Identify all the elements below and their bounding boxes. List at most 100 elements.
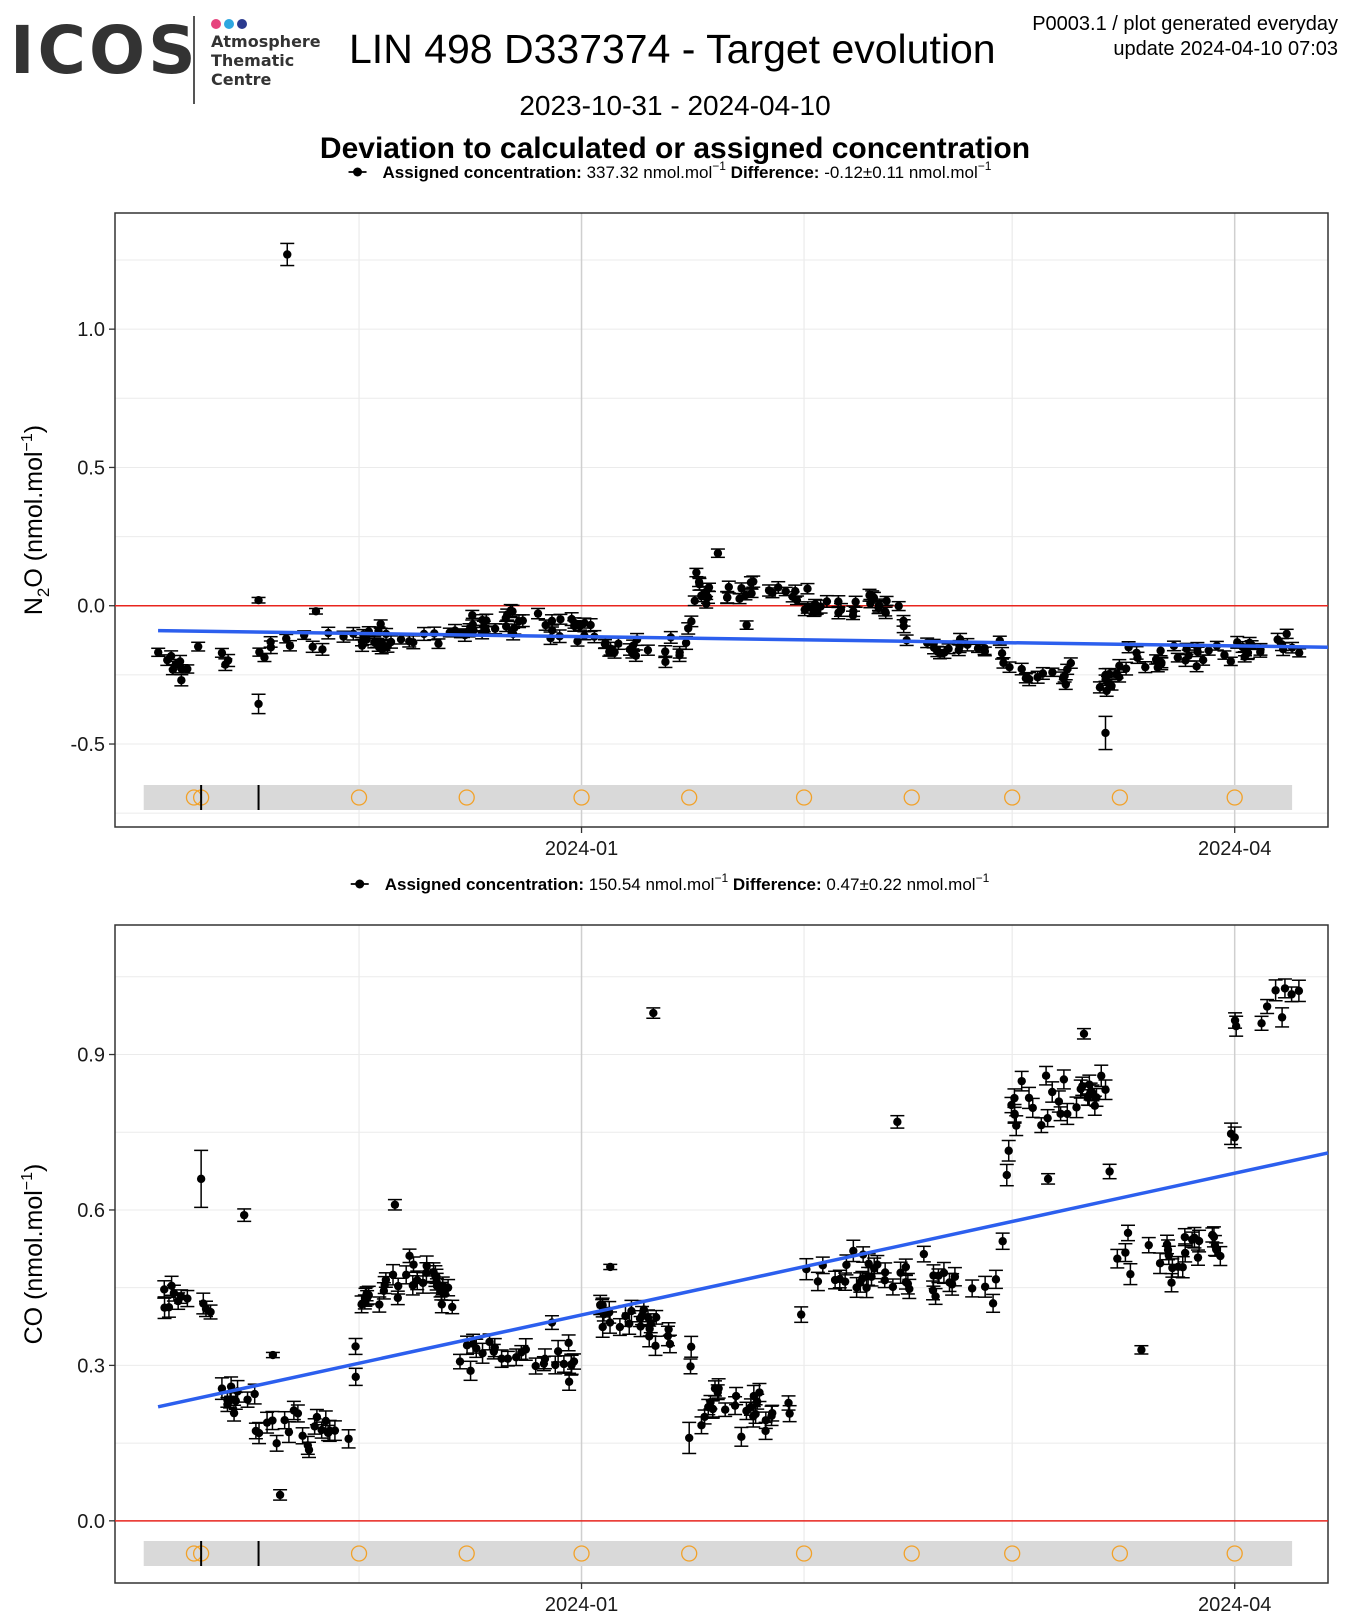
legend-text: Assigned concentration: 150.54 nmol.mol−… (385, 871, 990, 894)
data-point (381, 1275, 391, 1285)
data-point (226, 1382, 236, 1391)
data-point (1273, 635, 1282, 644)
data-point (551, 1360, 560, 1370)
data-point (1105, 1167, 1114, 1176)
data-point (1193, 1253, 1203, 1262)
data-point (1079, 1029, 1089, 1039)
trend-line (157, 1151, 1329, 1409)
data-point (954, 645, 963, 655)
data-point (482, 616, 491, 625)
data-point (434, 639, 443, 648)
event-circle (350, 789, 368, 806)
data-point (396, 635, 406, 644)
data-point (405, 637, 414, 646)
data-point (768, 1408, 777, 1418)
data-point (1121, 1248, 1130, 1257)
data-point (376, 619, 385, 629)
data-point (1212, 1245, 1221, 1254)
data-point (1017, 664, 1026, 674)
panel-border (114, 212, 1329, 828)
data-point (685, 1433, 694, 1443)
data-point (1033, 673, 1042, 682)
data-point (1155, 1259, 1165, 1268)
data-point (686, 1342, 696, 1351)
data-point (1204, 646, 1213, 655)
data-point (636, 1322, 645, 1331)
data-point (1168, 1263, 1177, 1273)
data-point (663, 1331, 673, 1341)
data-point (217, 1384, 227, 1393)
data-point (835, 1274, 845, 1284)
y-axis-title: N2O (nmol.mol−1) (19, 425, 53, 615)
data-point (749, 1391, 759, 1401)
data-point (437, 1300, 447, 1309)
data-point (1178, 1263, 1187, 1272)
data-point (361, 1293, 370, 1302)
event-circle (681, 1545, 698, 1562)
data-point (1282, 629, 1291, 639)
data-point (311, 607, 321, 616)
data-point (681, 638, 691, 648)
plot-reference: P0003.1 / plot generated everyday update… (1032, 12, 1338, 62)
data-point (351, 1372, 360, 1382)
data-point (375, 1300, 384, 1309)
data-point (822, 597, 832, 606)
data-point (768, 588, 777, 598)
data-point (737, 1432, 746, 1442)
data-point (803, 603, 812, 612)
data-point (652, 1313, 661, 1322)
data-point (390, 1200, 400, 1209)
page-title: LIN 498 D337374 - Target evolution (349, 26, 996, 72)
data-point (298, 1431, 307, 1440)
data-point (862, 1283, 871, 1292)
data-point (1167, 1278, 1176, 1287)
data-point (724, 582, 734, 592)
data-point (260, 653, 269, 662)
data-point (720, 1405, 730, 1414)
data-point (250, 1389, 259, 1399)
y-tick-label: -0.5 (71, 734, 105, 756)
data-point (866, 599, 875, 608)
data-point (988, 1299, 998, 1308)
data-point (1115, 661, 1124, 671)
data-point (1085, 1080, 1094, 1089)
data-point (564, 1377, 574, 1386)
data-point (176, 1292, 186, 1301)
logo-dot-icon (211, 19, 221, 29)
data-point (303, 1441, 313, 1450)
data-point (559, 1359, 569, 1369)
data-point (1192, 662, 1201, 671)
logo-line: Thematic (211, 51, 295, 70)
data-point (796, 1310, 806, 1319)
data-point (601, 638, 610, 648)
legend: Assigned concentration: 150.54 nmol.mol−… (350, 871, 990, 894)
data-point (254, 699, 263, 709)
data-series (157, 978, 1306, 1501)
data-point (605, 647, 614, 656)
data-point (177, 664, 186, 673)
data-point (569, 1357, 579, 1366)
data-point (1193, 647, 1202, 657)
data-point (1198, 655, 1208, 665)
data-point (1112, 669, 1121, 679)
data-point (631, 651, 641, 660)
data-point (998, 1237, 1007, 1246)
data-point (701, 587, 711, 597)
y-tick-label: 0.6 (77, 1200, 105, 1222)
data-point (692, 568, 701, 577)
data-point (888, 1282, 898, 1292)
event-circle (458, 789, 475, 806)
data-point (675, 651, 684, 660)
data-point (553, 1347, 563, 1356)
data-point (1156, 646, 1165, 655)
data-point (164, 1303, 174, 1312)
data-point (1231, 1021, 1241, 1031)
data-point (1005, 662, 1014, 672)
event-circle (1004, 1545, 1021, 1562)
panel-border (114, 924, 1329, 1584)
data-point (379, 1286, 389, 1296)
data-point (880, 1276, 889, 1285)
data-point (873, 1260, 882, 1269)
x-tick-label: 2024-04 (1198, 1594, 1271, 1616)
data-point (362, 635, 371, 644)
